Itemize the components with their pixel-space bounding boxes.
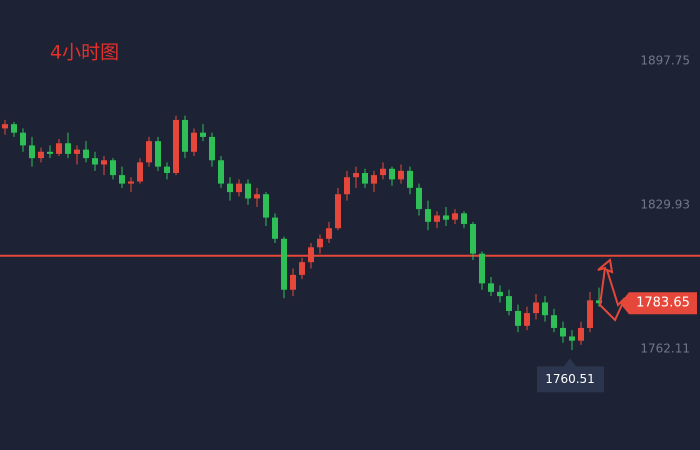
candle-body bbox=[20, 132, 26, 146]
candle-body bbox=[317, 238, 323, 248]
candle-body bbox=[551, 315, 557, 328]
candle-body bbox=[137, 162, 143, 182]
candle-body bbox=[497, 291, 503, 297]
candle-body bbox=[488, 283, 494, 292]
candle-body bbox=[110, 160, 116, 176]
candle-body bbox=[434, 215, 440, 222]
candle-body bbox=[560, 327, 566, 337]
candle-body bbox=[155, 141, 161, 167]
candle-body bbox=[308, 247, 314, 263]
candle-body bbox=[236, 183, 242, 193]
candle-body bbox=[578, 327, 584, 341]
candle-body bbox=[227, 183, 233, 193]
candle-body bbox=[29, 145, 35, 159]
candle-body bbox=[182, 119, 188, 152]
candle-body bbox=[533, 302, 539, 314]
candle-body bbox=[380, 168, 386, 176]
candle-body bbox=[506, 296, 512, 311]
candle-body bbox=[596, 300, 602, 304]
candle-body bbox=[569, 336, 575, 341]
arrow bbox=[597, 258, 626, 322]
low-label: 1760.51 bbox=[545, 372, 595, 386]
y-tick-label: 1897.75 bbox=[640, 54, 690, 68]
candle-body bbox=[326, 228, 332, 239]
candle-body bbox=[479, 253, 485, 284]
candle-body bbox=[11, 124, 17, 133]
candle-body bbox=[344, 177, 350, 195]
candle-body bbox=[200, 132, 206, 137]
last-price-label: 1783.65 bbox=[636, 296, 690, 311]
y-tick-label: 1762.11 bbox=[640, 341, 690, 355]
candle-body bbox=[101, 160, 107, 165]
candle-body bbox=[254, 194, 260, 199]
candle-body bbox=[281, 238, 287, 290]
candle-body bbox=[299, 262, 305, 275]
candle-body bbox=[92, 158, 98, 165]
candle-body bbox=[191, 132, 197, 152]
candle-body bbox=[218, 160, 224, 184]
candle-body bbox=[272, 217, 278, 239]
y-tick-label: 1829.93 bbox=[640, 197, 690, 211]
candle-body bbox=[65, 143, 71, 154]
candle-body bbox=[173, 119, 179, 173]
candle-body bbox=[416, 187, 422, 210]
price-tag bbox=[620, 292, 697, 315]
candle-body bbox=[245, 183, 251, 199]
candle-body bbox=[83, 149, 89, 159]
candle-body bbox=[461, 213, 467, 224]
candle-body bbox=[164, 166, 170, 173]
candle-body bbox=[371, 175, 377, 184]
candle-body bbox=[389, 168, 395, 180]
candle-body bbox=[119, 175, 125, 184]
candle-body bbox=[542, 302, 548, 316]
candle-body bbox=[443, 215, 449, 220]
candle-body bbox=[209, 136, 215, 161]
candle-body bbox=[398, 170, 404, 180]
candle-body bbox=[2, 124, 8, 129]
low-tag bbox=[537, 358, 604, 393]
candle-body bbox=[362, 172, 368, 184]
candle-body bbox=[38, 151, 44, 159]
candle-body bbox=[524, 313, 530, 326]
candle-body bbox=[452, 213, 458, 220]
candle-body bbox=[146, 141, 152, 163]
candle-body bbox=[47, 151, 53, 154]
candle-body bbox=[74, 149, 80, 154]
chart-title: 4小时图 bbox=[50, 42, 119, 64]
candle-body bbox=[128, 181, 134, 184]
candle-body bbox=[263, 194, 269, 218]
candle-body bbox=[425, 209, 431, 222]
candle-body bbox=[587, 300, 593, 328]
candle-body bbox=[515, 310, 521, 326]
candle-body bbox=[470, 223, 476, 254]
candle-body bbox=[290, 274, 296, 290]
candle-body bbox=[335, 194, 341, 229]
candle-body bbox=[407, 170, 413, 188]
candle-body bbox=[353, 172, 359, 178]
candle-body bbox=[56, 143, 62, 154]
